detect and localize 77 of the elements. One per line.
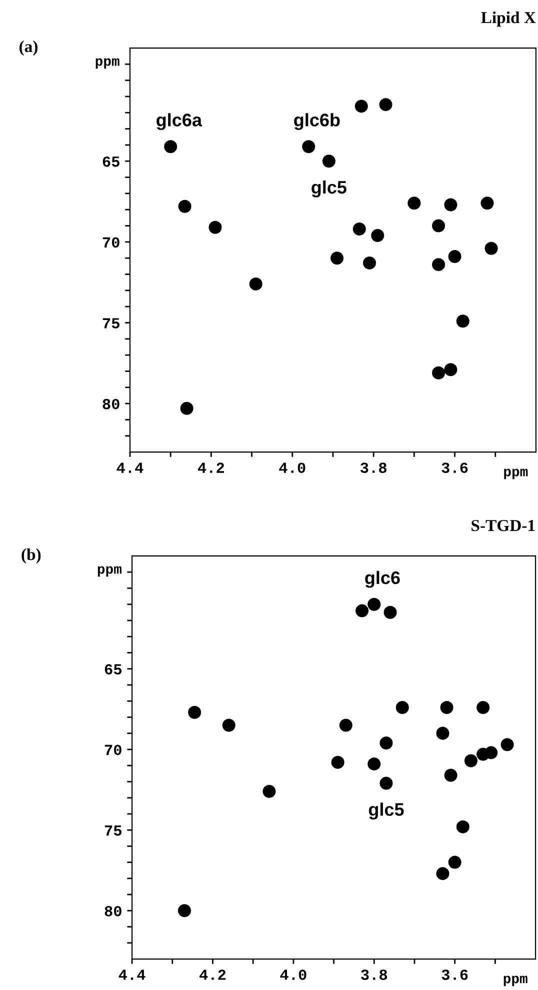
point (384, 606, 397, 619)
point (371, 228, 384, 242)
point (448, 250, 462, 263)
x-tick-label: 4.4 (116, 462, 144, 473)
point (432, 366, 446, 380)
point (178, 200, 192, 213)
point (363, 256, 376, 270)
y-tick-label: 80 (102, 398, 120, 410)
point (302, 140, 316, 154)
point (440, 701, 454, 714)
point (436, 726, 450, 740)
point (356, 604, 369, 618)
point (339, 718, 352, 732)
y-tick-label: 70 (102, 237, 120, 248)
point (164, 140, 178, 154)
point (249, 277, 262, 290)
y-tick-label: 75 (102, 318, 120, 328)
point (262, 784, 276, 798)
x-axis-title: ppm (504, 468, 528, 480)
point (476, 701, 490, 714)
point (330, 252, 344, 265)
y-axis-title: ppm (96, 58, 120, 69)
point (432, 258, 446, 272)
y-tick-label: 65 (104, 664, 122, 675)
x-tick-label: 3.8 (360, 462, 387, 473)
point (180, 402, 194, 415)
point (322, 154, 336, 168)
point (432, 219, 446, 232)
annotation: glc5 (312, 180, 346, 198)
point (368, 598, 381, 611)
point (444, 768, 458, 782)
y-tick-label: 65 (102, 156, 120, 167)
y-axis-title: ppm (98, 566, 122, 577)
text: (b) (22, 548, 41, 564)
point (444, 363, 458, 376)
annotation: glc6 (365, 570, 400, 588)
point (408, 196, 421, 210)
point (354, 100, 368, 113)
point (456, 820, 470, 834)
point (222, 718, 236, 732)
x-axis-title: ppm (504, 976, 528, 986)
x-tick-label: 3.6 (442, 462, 468, 473)
point (178, 904, 191, 918)
y-tick-label: 70 (104, 744, 122, 756)
point (448, 856, 462, 869)
x-tick-label: 4.4 (118, 970, 146, 980)
point (352, 222, 366, 236)
point (456, 314, 470, 328)
point (436, 867, 450, 880)
point (444, 198, 458, 212)
y-tick-label: 75 (104, 826, 122, 836)
annotation: glc6a (156, 113, 202, 130)
chart-title: Lipid X (481, 11, 536, 27)
point (331, 756, 344, 769)
annotation: glc6b (294, 113, 340, 130)
x-tick-label: 4.2 (200, 970, 226, 980)
x-tick-label: 4.0 (279, 462, 306, 473)
point (484, 242, 498, 255)
point (500, 738, 514, 752)
point (480, 196, 494, 210)
x-tick-label: 3.8 (361, 970, 388, 980)
point (368, 757, 381, 770)
x-tick-label: 4.2 (198, 462, 224, 473)
point (208, 220, 222, 234)
x-tick-label: 3.6 (442, 970, 468, 980)
x-tick-label: 4.0 (280, 970, 306, 980)
y-tick-label: 80 (104, 906, 122, 916)
annotation: glc5 (368, 802, 404, 820)
point (188, 706, 202, 719)
point (484, 746, 498, 760)
chart-title: S-TGD-1 (472, 520, 535, 532)
point (380, 776, 393, 790)
point (396, 701, 409, 714)
point (464, 754, 478, 768)
point (380, 736, 393, 750)
text: (a) (20, 40, 38, 56)
point (379, 98, 392, 112)
